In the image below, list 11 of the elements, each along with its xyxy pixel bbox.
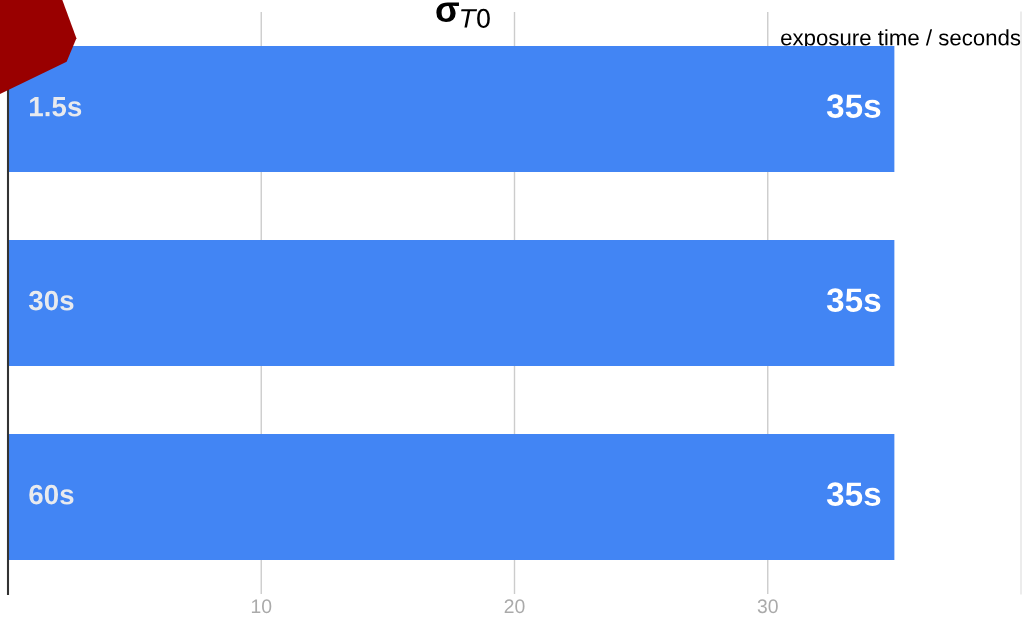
data-label: 35s [826,94,881,118]
x-tick-label: 10 [251,599,272,614]
chart-title: σ$_{T0}$ [436,2,490,28]
y-tick-label: 60s [29,484,74,505]
x-tick-label: 20 [504,599,525,614]
y-tick-label: 30s [28,290,74,311]
x-axis-title: exposure time / seconds [781,29,1021,50]
data-label: 35s [826,482,881,506]
data-label: 35s [826,288,881,312]
x-tick-label: 30 [757,599,778,614]
y-tick-label: 1.5s [30,97,82,117]
